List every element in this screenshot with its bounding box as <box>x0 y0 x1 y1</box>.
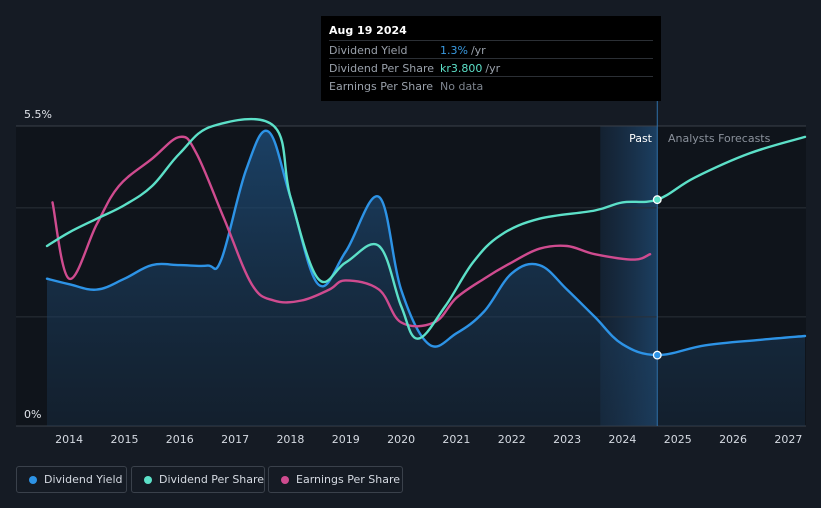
x-tick-label: 2019 <box>332 433 360 446</box>
x-tick-label: 2022 <box>498 433 526 446</box>
x-tick-label: 2024 <box>608 433 636 446</box>
dividend-yield-value: 1.3% <box>440 44 468 57</box>
tooltip-label: Dividend Per Share <box>329 62 435 75</box>
x-tick-label: 2017 <box>221 433 249 446</box>
analysts-forecasts-label: Analysts Forecasts <box>668 132 771 145</box>
legend-earnings-per-share[interactable]: Earnings Per Share <box>268 466 403 493</box>
x-tick-label: 2015 <box>110 433 138 446</box>
y-axis-max-label: 5.5% <box>24 108 52 121</box>
dividend-per-share-value: kr3.800 <box>440 62 483 75</box>
earnings-per-share-line <box>51 135 652 328</box>
dividend-per-share-marker <box>652 195 662 205</box>
tooltip-label: Earnings Per Share <box>329 80 434 93</box>
legend-swatch <box>144 476 152 484</box>
dividend-per-share-line <box>45 117 807 340</box>
tooltip-unit: /yr <box>470 44 486 57</box>
tooltip-value: kr3.800/yr <box>440 62 500 75</box>
tooltip-value: 1.3%/yr <box>440 44 486 57</box>
y-axis-min-label: 0% <box>24 408 41 421</box>
tooltip-date: Aug 19 2024 <box>329 24 407 37</box>
x-tick-label: 2018 <box>276 433 304 446</box>
x-tick-label: 2027 <box>774 433 802 446</box>
dividend-yield-line <box>45 129 807 357</box>
tooltip-unit: /yr <box>485 62 501 75</box>
tooltip-value: No data <box>440 80 486 93</box>
x-tick-label: 2014 <box>55 433 83 446</box>
x-tick-label: 2021 <box>442 433 470 446</box>
earnings-per-share-value: No data <box>440 80 484 93</box>
legend-swatch <box>29 476 37 484</box>
legend-label: Dividend Per Share <box>159 473 265 486</box>
x-tick-label: 2025 <box>664 433 692 446</box>
x-tick-label: 2026 <box>719 433 747 446</box>
past-label: Past <box>629 132 653 145</box>
legend-dividend-per-share[interactable]: Dividend Per Share <box>131 466 265 493</box>
tooltip-row-dividend-per-share: Dividend Per Share kr3.800/yr <box>329 58 653 76</box>
legend-dividend-yield[interactable]: Dividend Yield <box>16 466 127 493</box>
tooltip-label: Dividend Yield <box>329 44 408 57</box>
dividend-yield-marker <box>652 350 662 360</box>
legend-label: Dividend Yield <box>44 473 123 486</box>
x-tick-label: 2020 <box>387 433 415 446</box>
x-tick-label: 2023 <box>553 433 581 446</box>
x-tick-label: 2016 <box>166 433 194 446</box>
legend-swatch <box>281 476 289 484</box>
tooltip-row-earnings-per-share: Earnings Per Share No data <box>329 76 653 94</box>
tooltip-row-dividend-yield: Dividend Yield 1.3%/yr <box>329 40 653 58</box>
hover-tooltip: Aug 19 2024 Dividend Yield 1.3%/yr Divid… <box>321 16 661 101</box>
legend-label: Earnings Per Share <box>296 473 401 486</box>
